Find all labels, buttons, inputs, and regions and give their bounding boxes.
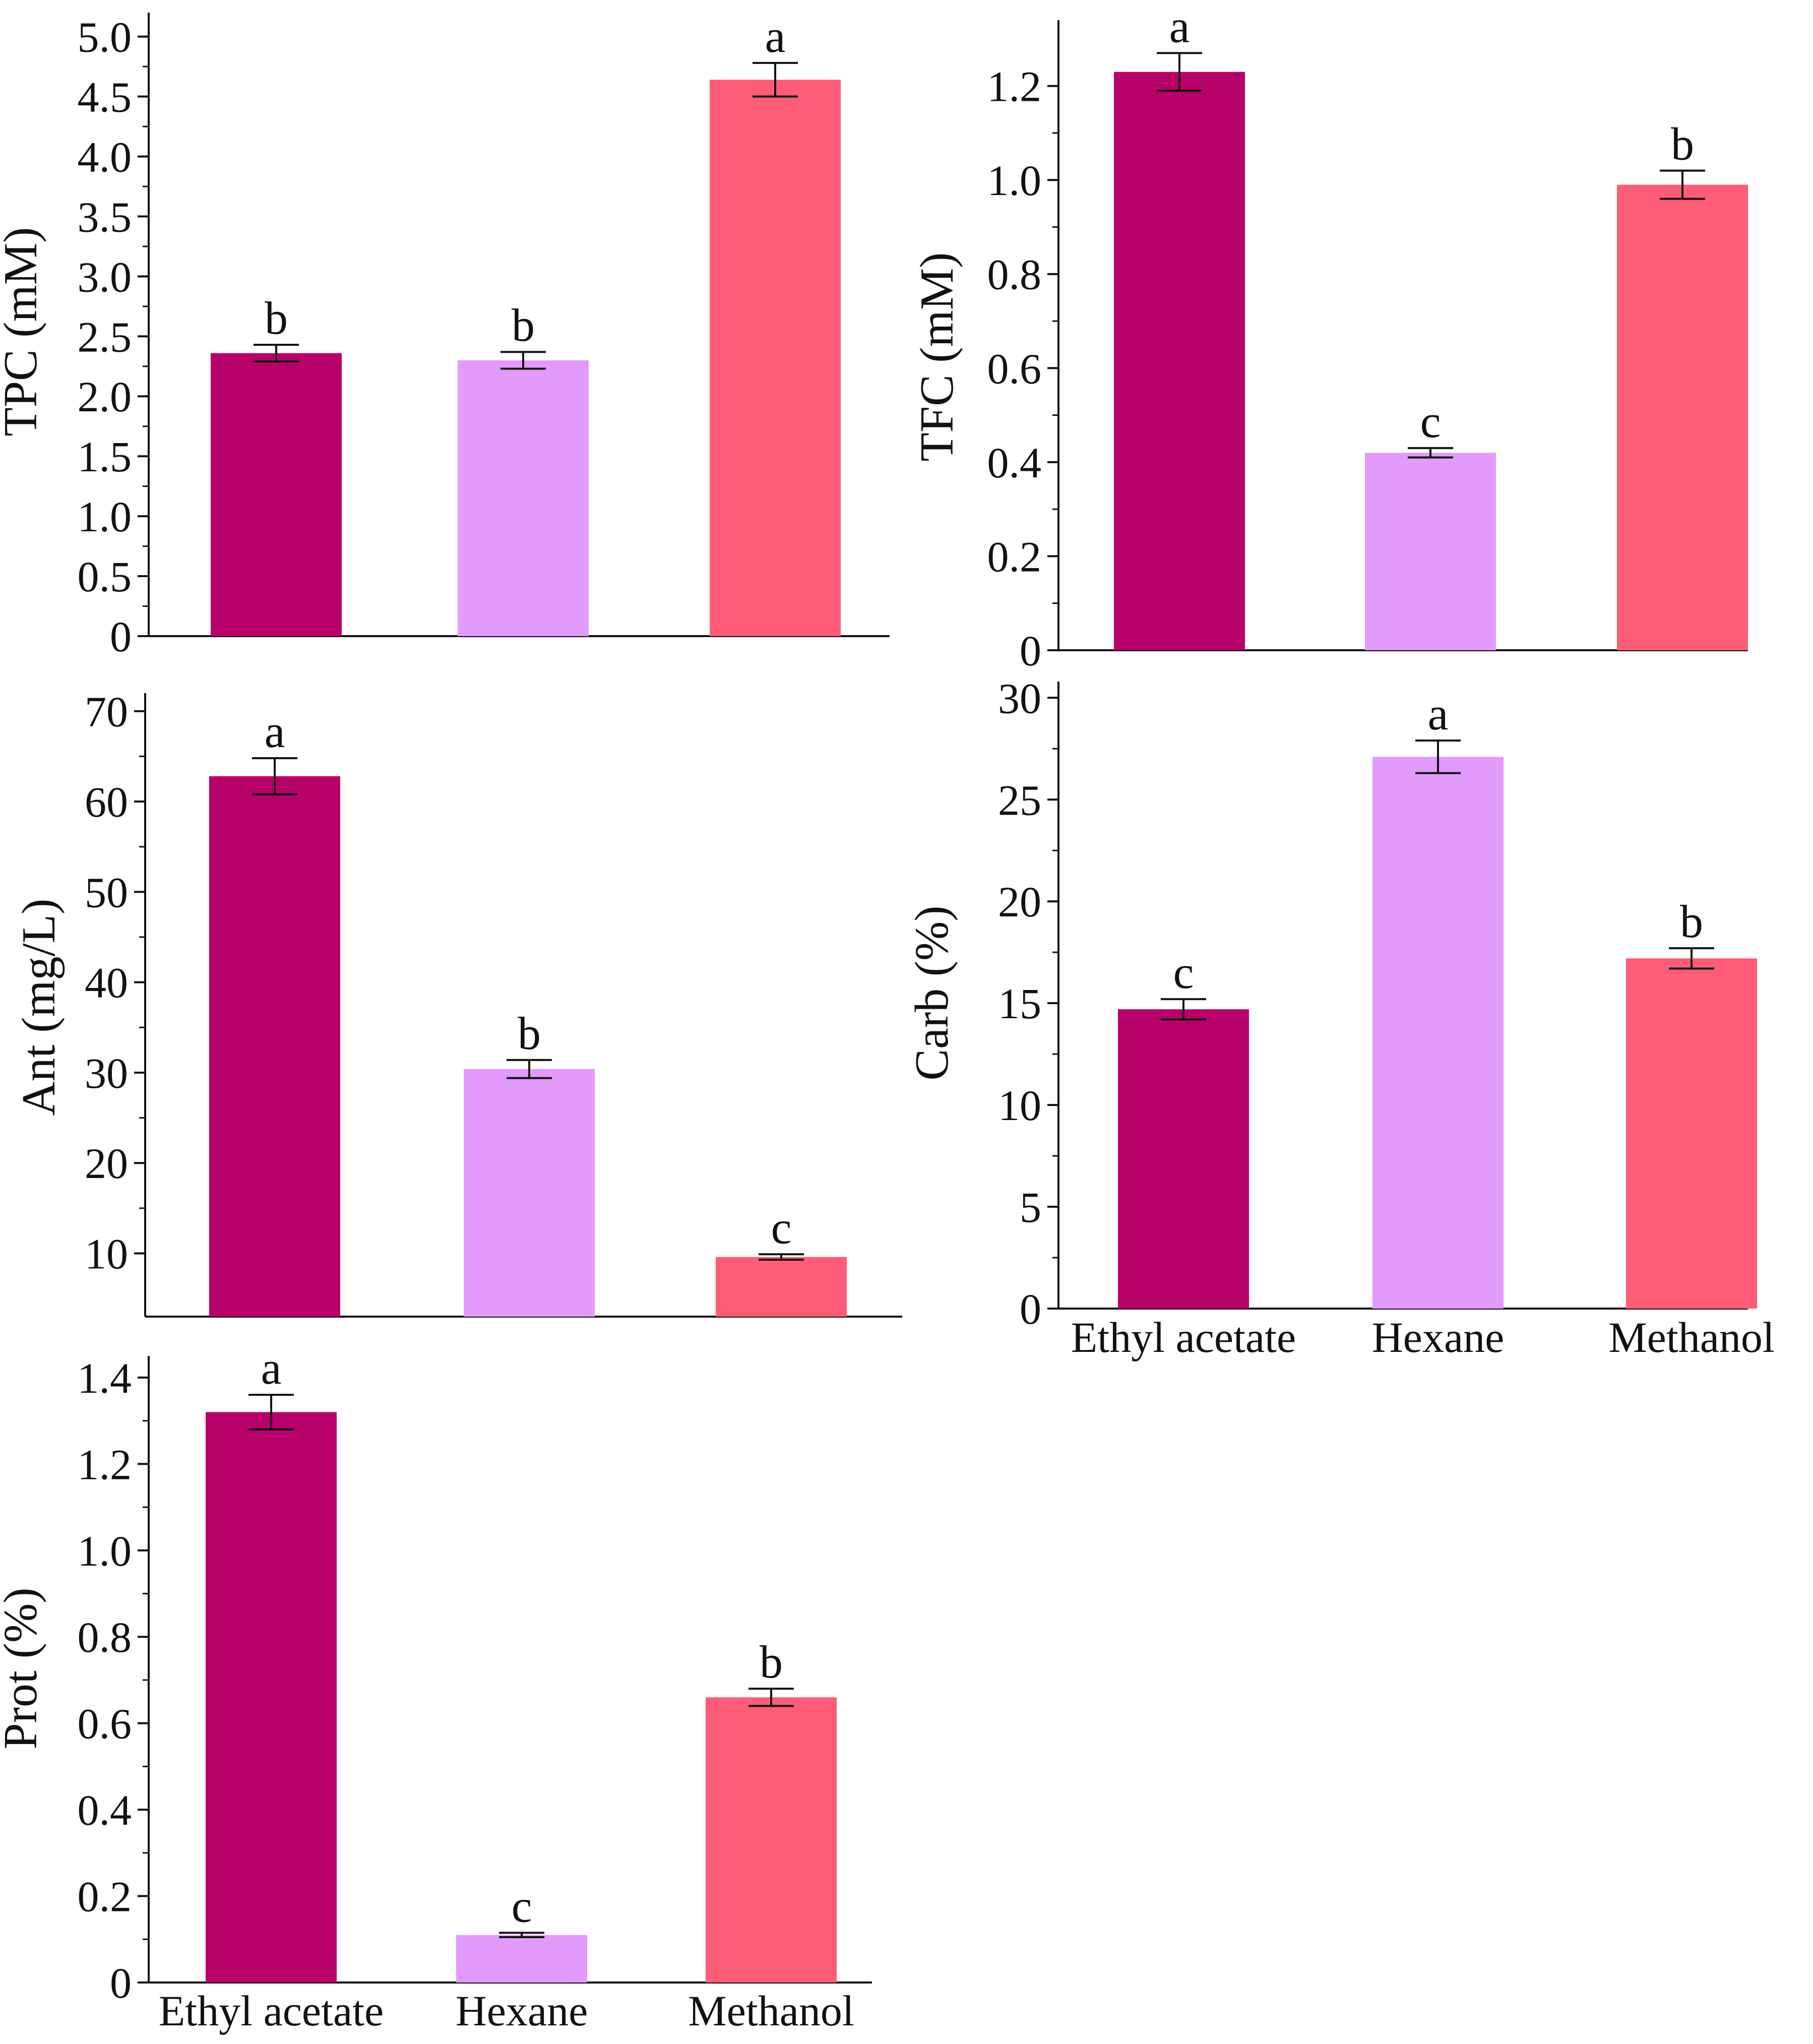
prot-significance-letter: b bbox=[760, 1636, 783, 1688]
ant-ytick-label: 60 bbox=[85, 778, 128, 826]
prot-significance-letter: a bbox=[261, 1342, 282, 1394]
ant-significance-letter: c bbox=[771, 1202, 792, 1253]
ant-ytick-label: 30 bbox=[85, 1049, 128, 1097]
tfc-ytick-label: 0.4 bbox=[987, 439, 1042, 487]
prot-bar-methanol bbox=[706, 1697, 837, 1983]
prot-bar-hexane bbox=[456, 1935, 587, 1983]
carb-significance-letter: c bbox=[1173, 947, 1194, 998]
prot-ytick-label: 1.0 bbox=[78, 1527, 132, 1575]
tfc-bar-ethyl_acetate bbox=[1114, 72, 1245, 650]
prot-ytick-label: 1.2 bbox=[78, 1440, 132, 1489]
ant-bar-methanol bbox=[716, 1257, 847, 1317]
carb-ytick-label: 0 bbox=[1020, 1285, 1041, 1333]
prot-ytick-label: 0.4 bbox=[78, 1786, 132, 1834]
carb-bar-hexane bbox=[1372, 757, 1504, 1309]
prot-category-label: Ethyl acetate bbox=[159, 1987, 384, 2035]
ant-ylabel: Ant (mg/L) bbox=[13, 899, 65, 1116]
prot-ytick-label: 0 bbox=[110, 1959, 132, 2007]
prot-category-label: Methanol bbox=[688, 1987, 854, 2035]
carb-ytick-label: 20 bbox=[998, 878, 1041, 926]
carb-ytick-label: 15 bbox=[998, 979, 1041, 1028]
ant-ytick-label: 70 bbox=[85, 688, 128, 736]
carb-ytick-label: 5 bbox=[1020, 1183, 1041, 1231]
carb-ylabel: Carb (%) bbox=[906, 905, 958, 1080]
tpc-ytick-label: 3.0 bbox=[78, 253, 132, 301]
tfc-ylabel: TFC (mM) bbox=[911, 252, 963, 461]
tpc-ytick-label: 0.5 bbox=[78, 552, 132, 601]
prot-ytick-label: 0.6 bbox=[78, 1700, 132, 1748]
tpc-ytick-label: 4.5 bbox=[78, 73, 132, 121]
tpc-significance-letter: a bbox=[765, 11, 786, 62]
tfc-significance-letter: a bbox=[1169, 1, 1190, 52]
tfc-ytick-label: 0.6 bbox=[987, 344, 1042, 393]
tfc-significance-letter: c bbox=[1420, 396, 1441, 447]
ant-significance-letter: b bbox=[518, 1008, 541, 1059]
tfc-ytick-label: 0.8 bbox=[987, 251, 1042, 299]
tfc-ytick-label: 1.0 bbox=[987, 156, 1042, 205]
ant-significance-letter: a bbox=[265, 706, 285, 757]
tpc-ylabel: TPC (mM) bbox=[0, 227, 47, 436]
tpc-ytick-label: 2.5 bbox=[78, 313, 132, 361]
carb-category-label: Methanol bbox=[1608, 1313, 1775, 1361]
ant-ytick-label: 20 bbox=[85, 1139, 128, 1188]
tfc-ytick-label: 0.2 bbox=[987, 532, 1042, 581]
ant-ytick-label: 50 bbox=[85, 868, 128, 916]
prot-significance-letter: c bbox=[512, 1880, 532, 1932]
carb-category-label: Hexane bbox=[1372, 1313, 1505, 1361]
tpc-ytick-label: 0 bbox=[110, 612, 132, 661]
tpc-bar-ethyl_acetate bbox=[211, 353, 342, 636]
tpc-significance-letter: b bbox=[512, 299, 535, 351]
ant-ytick-label: 40 bbox=[85, 959, 128, 1007]
tpc-bar-hexane bbox=[458, 360, 589, 636]
tpc-significance-letter: b bbox=[265, 292, 288, 344]
carb-ytick-label: 30 bbox=[998, 674, 1041, 722]
tfc-significance-letter: b bbox=[1671, 118, 1694, 170]
prot-ylabel: Prot (%) bbox=[0, 1587, 47, 1749]
tpc-ytick-label: 3.5 bbox=[78, 193, 132, 241]
tpc-ytick-label: 5.0 bbox=[78, 13, 132, 61]
prot-bar-ethyl_acetate bbox=[206, 1412, 337, 1983]
ant-bar-ethyl_acetate bbox=[209, 776, 340, 1317]
tfc-bar-methanol bbox=[1617, 184, 1748, 650]
prot-ytick-label: 1.4 bbox=[78, 1354, 132, 1402]
prot-ytick-label: 0.8 bbox=[78, 1613, 132, 1661]
tfc-bar-hexane bbox=[1365, 453, 1496, 650]
tpc-ytick-label: 1.0 bbox=[78, 492, 132, 541]
prot-category-label: Hexane bbox=[456, 1987, 588, 2035]
carb-significance-letter: a bbox=[1428, 688, 1449, 739]
tpc-ytick-label: 4.0 bbox=[78, 133, 132, 181]
carb-bar-methanol bbox=[1626, 958, 1757, 1309]
carb-ytick-label: 10 bbox=[998, 1081, 1041, 1130]
carb-bar-ethyl_acetate bbox=[1118, 1009, 1249, 1309]
tfc-ytick-label: 1.2 bbox=[987, 63, 1042, 111]
prot-ytick-label: 0.2 bbox=[78, 1873, 132, 1921]
ant-bar-hexane bbox=[464, 1069, 595, 1317]
tfc-ytick-label: 0 bbox=[1020, 627, 1041, 675]
carb-significance-letter: b bbox=[1680, 896, 1703, 947]
carb-category-label: Ethyl acetate bbox=[1071, 1313, 1296, 1361]
carb-ytick-label: 25 bbox=[998, 776, 1041, 824]
tpc-ytick-label: 2.0 bbox=[78, 373, 132, 421]
tpc-bar-methanol bbox=[710, 80, 841, 637]
ant-ytick-label: 10 bbox=[85, 1230, 128, 1278]
tpc-ytick-label: 1.5 bbox=[78, 432, 132, 481]
